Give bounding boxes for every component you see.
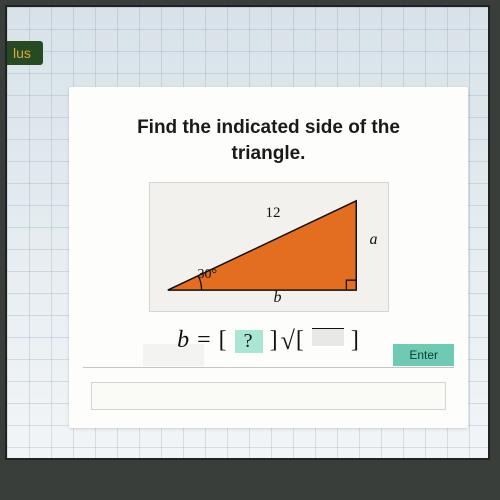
triangle-figure: 12 a 30° b — [149, 182, 389, 312]
question-line-1: Find the indicated side of the — [137, 117, 400, 138]
enter-button[interactable]: Enter — [393, 344, 454, 366]
equals-sign: = — [197, 327, 212, 353]
label-hypotenuse: 12 — [266, 205, 281, 222]
question-line-2: triangle. — [232, 143, 306, 164]
divider — [83, 367, 454, 368]
blank-coefficient[interactable]: ? — [235, 330, 263, 353]
sqrt-icon: √ — [281, 326, 296, 356]
app-screen: lus Find the indicated side of the trian… — [5, 5, 490, 460]
problem-card: Find the indicated side of the triangle.… — [69, 87, 468, 428]
plus-badge: lus — [7, 41, 43, 65]
question-text: Find the indicated side of the triangle. — [89, 115, 448, 166]
triangle-svg-wrap — [150, 183, 388, 311]
label-side-a: a — [370, 231, 378, 249]
triangle-svg — [150, 183, 388, 312]
equation-variable: b — [177, 327, 190, 353]
label-side-b: b — [274, 289, 282, 307]
blank-radicand[interactable] — [312, 328, 344, 346]
label-angle: 30° — [198, 267, 218, 283]
answer-input[interactable] — [91, 382, 446, 410]
triangle-shape — [167, 201, 355, 290]
